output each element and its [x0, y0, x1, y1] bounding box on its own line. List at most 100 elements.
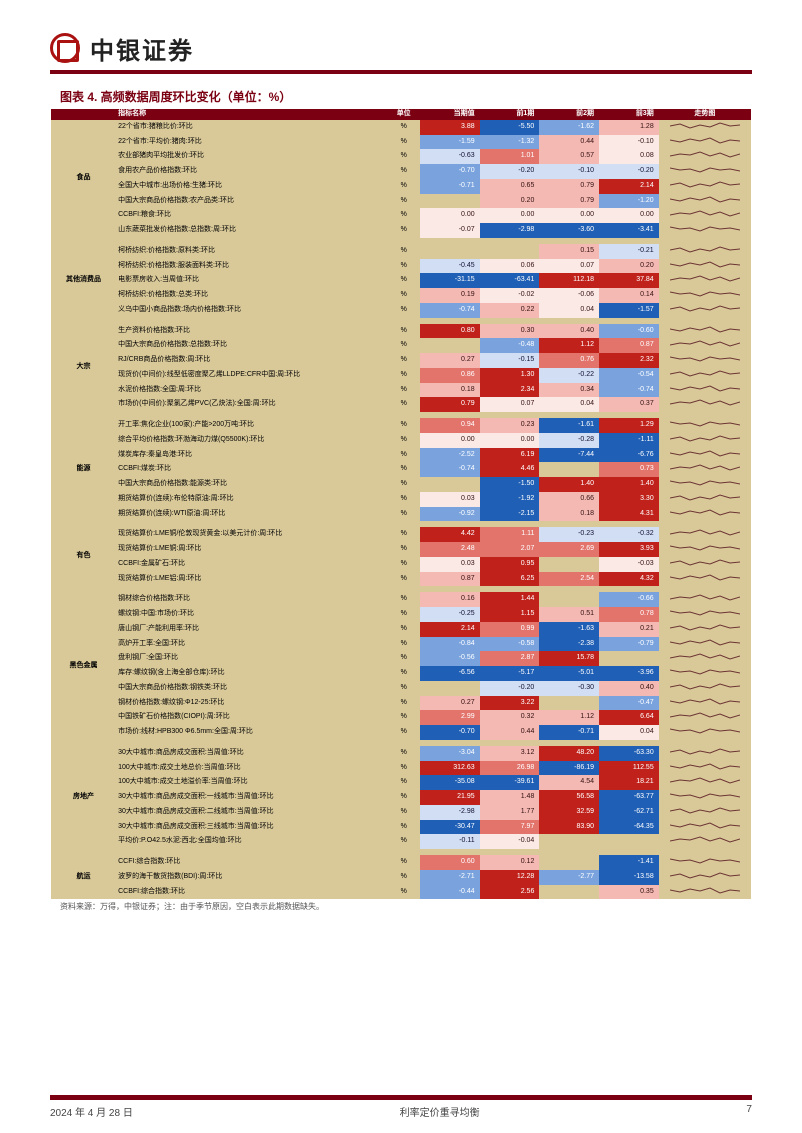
value-cell: -0.30 [539, 681, 599, 696]
table-row: 煤炭库存:秦皇岛港:环比%-2.526.19-7.44-6.76 [51, 448, 751, 463]
sparkline-cell [659, 681, 751, 696]
value-cell: 0.27 [420, 696, 480, 711]
sparkline-cell [659, 666, 751, 681]
value-cell: 0.00 [480, 433, 540, 448]
value-cell [420, 194, 480, 209]
sparkline-cell [659, 433, 751, 448]
value-cell: 0.73 [599, 462, 659, 477]
value-cell: -0.74 [420, 462, 480, 477]
value-cell: 112.55 [599, 761, 659, 776]
value-cell: 0.16 [420, 592, 480, 607]
value-cell: 15.78 [539, 651, 599, 666]
value-cell: -0.10 [539, 164, 599, 179]
value-cell: 0.66 [539, 492, 599, 507]
sparkline-cell [659, 607, 751, 622]
sparkline-cell [659, 725, 751, 740]
sparkline-cell [659, 194, 751, 209]
table-row: 库存:螺纹钢(含上海全部仓库):环比%-6.56-5.17-5.01-3.96 [51, 666, 751, 681]
value-cell: -62.71 [599, 805, 659, 820]
value-cell: 0.00 [420, 433, 480, 448]
value-cell: -0.03 [599, 557, 659, 572]
unit-cell: % [387, 418, 420, 433]
indicator-name: 22个省市:平均价:猪肉:环比 [116, 135, 387, 150]
value-cell: 2.87 [480, 651, 540, 666]
value-cell: 37.84 [599, 273, 659, 288]
value-cell: -63.30 [599, 746, 659, 761]
value-cell: 0.18 [420, 383, 480, 398]
table-row: 综合平均价格指数:环渤海动力煤(Q5500K):环比%0.000.00-0.28… [51, 433, 751, 448]
table-row: 市场价:线材:HPB300 Φ6.5mm:全国:周:环比%-0.700.44-0… [51, 725, 751, 740]
indicator-name: 柯桥纺织:价格指数:服装面料类:环比 [116, 259, 387, 274]
value-cell: -0.84 [420, 637, 480, 652]
sparkline-cell [659, 353, 751, 368]
unit-cell: % [387, 135, 420, 150]
value-cell: 0.80 [420, 324, 480, 339]
category-label: 房地产 [51, 746, 116, 849]
value-cell: 1.11 [480, 527, 540, 542]
unit-cell: % [387, 194, 420, 209]
unit-cell: % [387, 397, 420, 412]
sparkline-cell [659, 259, 751, 274]
indicator-name: CCBFI:综合指数:环比 [116, 885, 387, 900]
value-cell: 1.48 [480, 790, 540, 805]
col-name: 指标名称 [116, 109, 387, 120]
value-cell: -0.02 [480, 288, 540, 303]
unit-cell: % [387, 542, 420, 557]
value-cell [539, 557, 599, 572]
value-cell: -1.41 [599, 855, 659, 870]
col-v2: 前2期 [539, 109, 599, 120]
sparkline-cell [659, 179, 751, 194]
value-cell: -5.17 [480, 666, 540, 681]
sparkline-cell [659, 775, 751, 790]
value-cell: -35.08 [420, 775, 480, 790]
sparkline-cell [659, 746, 751, 761]
sparkline-cell [659, 710, 751, 725]
page-footer: 2024 年 4 月 28 日 利率定价重寻均衡 7 [0, 1095, 802, 1117]
sparkline-cell [659, 542, 751, 557]
value-cell: 1.40 [539, 477, 599, 492]
value-cell: 0.08 [599, 149, 659, 164]
unit-cell: % [387, 338, 420, 353]
table-row: 其他消费品柯桥纺织:价格指数:原料类:环比%0.15-0.21 [51, 244, 751, 259]
indicator-name: 柯桥纺织:价格指数:总类:环比 [116, 288, 387, 303]
unit-cell: % [387, 775, 420, 790]
value-cell: -0.07 [420, 223, 480, 238]
value-cell: -1.62 [539, 120, 599, 135]
value-cell: 0.04 [539, 397, 599, 412]
table-row: 螺纹钢:中国:市场价:环比%-0.251.150.510.78 [51, 607, 751, 622]
unit-cell: % [387, 383, 420, 398]
unit-cell: % [387, 592, 420, 607]
indicator-name: 食用农产品价格指数:环比 [116, 164, 387, 179]
value-cell: 0.06 [480, 259, 540, 274]
value-cell: 0.99 [480, 622, 540, 637]
indicator-name: 期货结算价(连续):WTI原油:周:环比 [116, 507, 387, 522]
value-cell: -0.60 [599, 324, 659, 339]
category-label: 黑色金属 [51, 592, 116, 740]
category-label: 食品 [51, 120, 116, 238]
value-cell [539, 696, 599, 711]
value-cell: 48.20 [539, 746, 599, 761]
unit-cell: % [387, 746, 420, 761]
value-cell: 0.15 [539, 244, 599, 259]
value-cell: 26.98 [480, 761, 540, 776]
sparkline-cell [659, 885, 751, 900]
sparkline-cell [659, 273, 751, 288]
table-row: 30大中城市:商品房成交面积:二线城市:当周值:环比%-2.981.7732.5… [51, 805, 751, 820]
value-cell: 0.34 [539, 383, 599, 398]
value-cell: -63.41 [480, 273, 540, 288]
value-cell [599, 834, 659, 849]
indicator-name: 现货结算价:LME铜:周:环比 [116, 542, 387, 557]
value-cell: -3.60 [539, 223, 599, 238]
sparkline-cell [659, 761, 751, 776]
table-row: 平均价:P.O42.5水泥:西北:全国均值:环比%-0.11-0.04 [51, 834, 751, 849]
table-row: 现货结算价:LME铝:周:环比%0.876.252.544.32 [51, 572, 751, 587]
category-label: 大宗 [51, 324, 116, 413]
indicator-name: 中国大宗商品价格指数:钢铁类:环比 [116, 681, 387, 696]
value-cell: 1.12 [539, 710, 599, 725]
value-cell: 0.18 [539, 507, 599, 522]
value-cell: 0.03 [420, 492, 480, 507]
indicator-name: 唐山钢厂:产能利用率:环比 [116, 622, 387, 637]
value-cell: 0.60 [420, 855, 480, 870]
sparkline-cell [659, 696, 751, 711]
table-row: 中国大宗商品价格指数:农产品类:环比%0.200.79-1.20 [51, 194, 751, 209]
